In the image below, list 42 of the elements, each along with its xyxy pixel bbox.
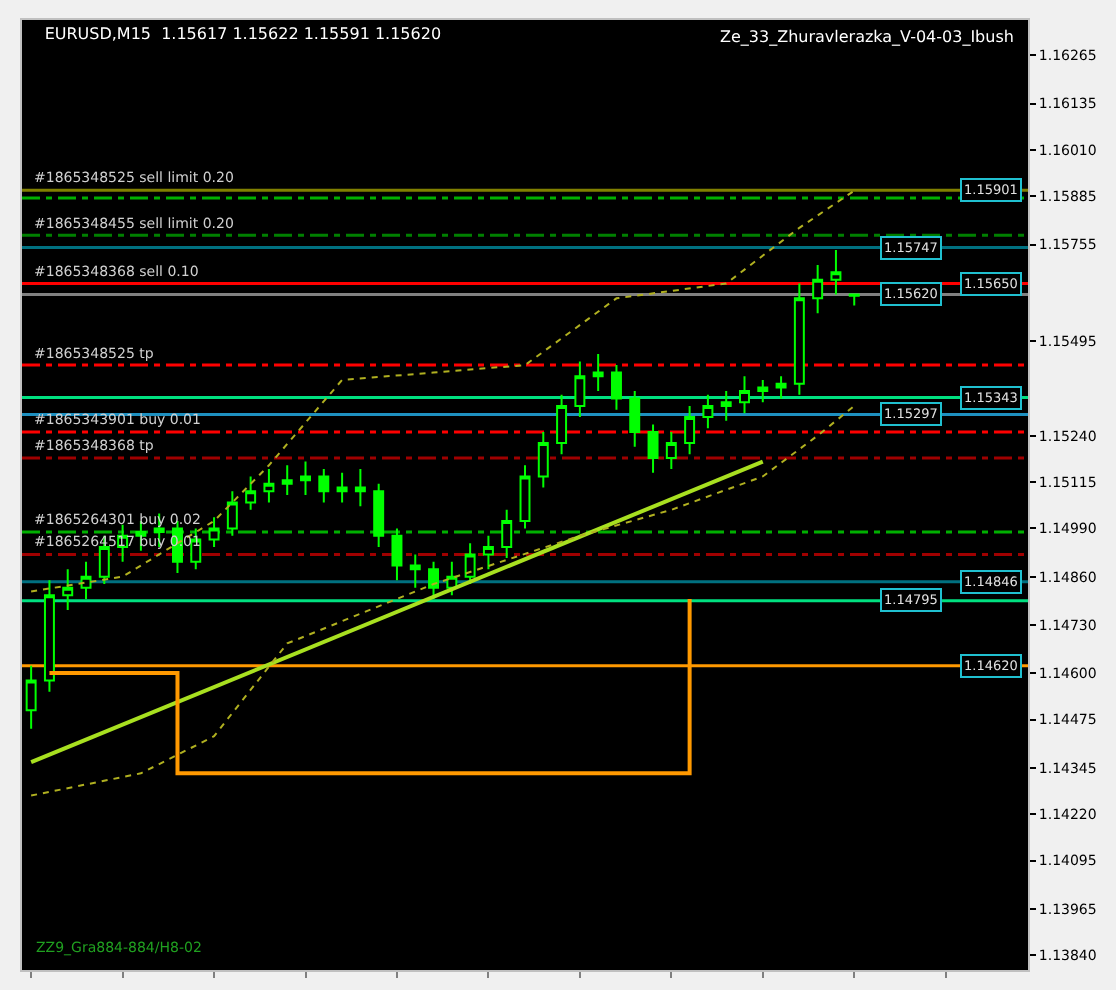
- candlestick: [62, 568, 74, 612]
- candlestick: [830, 249, 842, 296]
- candlestick: [428, 560, 440, 600]
- candlestick: [702, 393, 714, 430]
- candlestick: [757, 378, 769, 404]
- candlestick: [464, 542, 476, 586]
- chart-title: EURUSD,M15 1.15617 1.15622 1.15591 1.15620: [44, 25, 442, 44]
- candlestick: [684, 404, 696, 456]
- candlestick: [665, 430, 677, 471]
- candlestick: [592, 352, 604, 393]
- candlestick: [793, 282, 805, 396]
- candlestick: [263, 468, 275, 504]
- candlestick: [574, 360, 586, 419]
- line-series: [30, 189, 856, 593]
- candlestick: [647, 423, 659, 474]
- candlestick: [208, 516, 220, 548]
- candlestick: [629, 390, 641, 448]
- candlestick: [848, 292, 860, 307]
- candlestick: [812, 263, 824, 315]
- candlestick: [409, 553, 421, 589]
- text: Ze_33_Zhuravlerazka_V-04-03_Ibush: [720, 28, 1014, 46]
- candlestick: [43, 579, 55, 693]
- candlestick: [720, 390, 732, 422]
- candlestick: [336, 471, 348, 504]
- candlestick: [739, 375, 750, 415]
- candlestick: [281, 464, 293, 496]
- candlestick: [373, 482, 385, 548]
- candlestick: [775, 375, 787, 400]
- candlestick: [391, 527, 403, 582]
- candlestick: [610, 364, 622, 411]
- candlestick: [80, 560, 92, 600]
- candlestick: [226, 490, 238, 537]
- candlestick: [354, 468, 366, 508]
- candlestick: [501, 508, 513, 560]
- candlestick: [482, 534, 494, 571]
- candlestick: [537, 430, 549, 489]
- candlestick: [245, 475, 257, 511]
- candlestick: [300, 460, 311, 496]
- candlestick: [556, 393, 568, 456]
- line-series: [30, 404, 856, 797]
- candlestick: [519, 464, 531, 530]
- candlestick: [318, 468, 330, 504]
